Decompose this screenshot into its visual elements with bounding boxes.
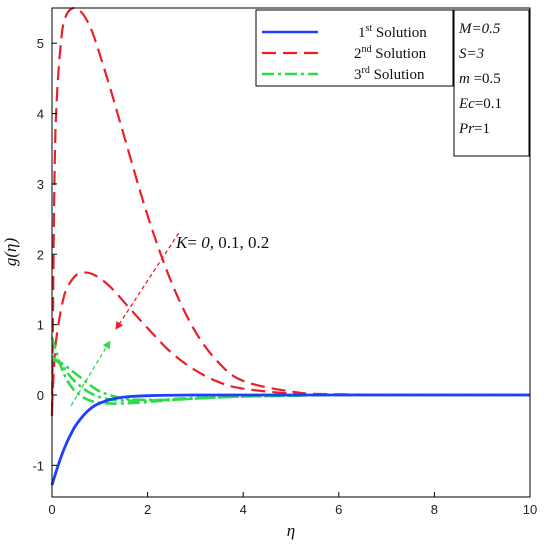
x-tick-label: 2 (144, 502, 151, 517)
y-tick-label: -1 (32, 458, 44, 473)
series-1-curve-1 (50, 393, 530, 486)
y-tick-label: 3 (37, 177, 44, 192)
param-m: m =0.5 (459, 71, 501, 87)
parameters-box: M=0.5 S=3 m =0.5 Ec=0.1 Pr=1 (453, 9, 530, 157)
x-tick-label: 4 (240, 502, 247, 517)
param-Ec: Ec=0.1 (458, 96, 502, 112)
x-tick-label: 8 (431, 502, 438, 517)
x-tick-label: 10 (523, 502, 537, 517)
y-tick-label: 0 (37, 388, 44, 403)
legend-label-1: 1st Solution (358, 23, 427, 41)
series-2-curve-1 (50, 6, 531, 417)
curves-layer (50, 6, 531, 486)
y-tick-label: 4 (37, 107, 44, 122)
param-Pr: Pr=1 (458, 121, 490, 137)
x-tick-label: 0 (48, 502, 55, 517)
legend-label-2: 2nd Solution (354, 44, 427, 62)
y-tick-label: 5 (37, 36, 44, 51)
annotation-k-values: K= 0, 0.1, 0.2 (175, 233, 269, 252)
legend-label-3: 3rd Solution (354, 65, 425, 83)
y-axis-title: g(η) (1, 238, 20, 267)
x-tick-label: 6 (335, 502, 342, 517)
legend: 1st Solution 2nd Solution 3rd Solution (255, 9, 454, 87)
annotation-arrow-2 (70, 340, 111, 406)
annotation-arrow-1 (115, 232, 180, 330)
x-axis-title: η (287, 521, 295, 540)
plot-frame (51, 7, 531, 498)
y-tick-label: 2 (37, 247, 44, 262)
y-tick-label: 1 (37, 318, 44, 333)
param-M: M=0.5 (458, 21, 501, 37)
arrows-layer (70, 232, 180, 406)
param-S: S=3 (459, 46, 484, 62)
parameters-frame (453, 9, 530, 157)
series-2-curve-2 (50, 271, 531, 410)
